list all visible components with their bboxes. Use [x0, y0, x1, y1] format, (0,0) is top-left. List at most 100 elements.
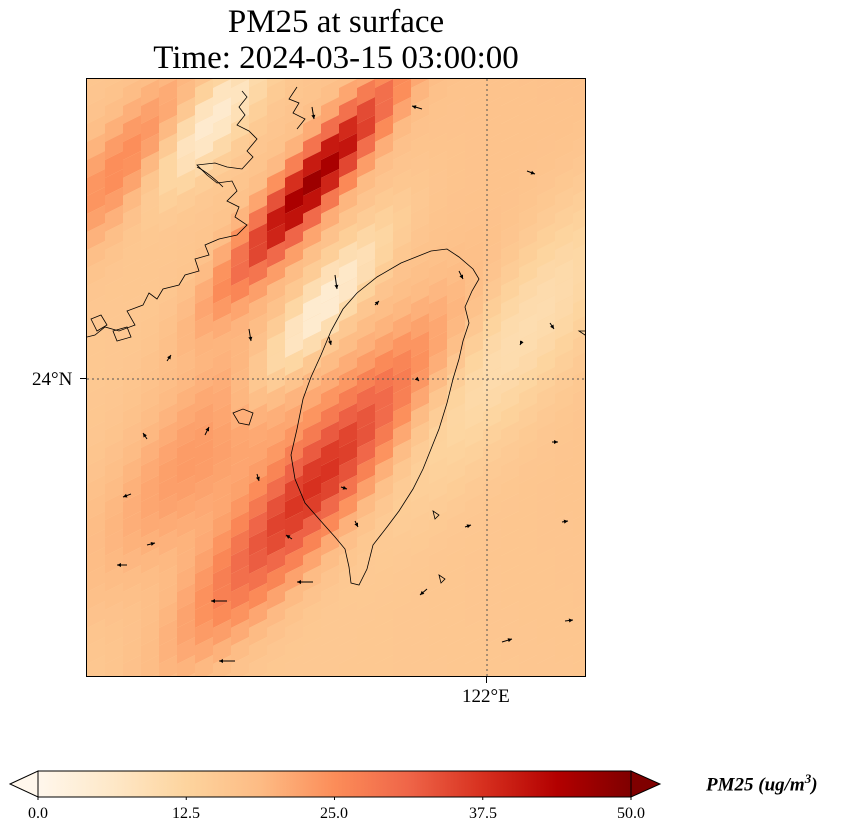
pm25-grid-cell [123, 655, 141, 676]
pm25-grid-cell [315, 673, 321, 676]
pm25-grid-cell [333, 673, 339, 676]
wind-vector-head [150, 542, 155, 546]
pm25-grid-cell [573, 388, 585, 412]
wind-vector-head [143, 433, 147, 438]
pm25-grid-cell [477, 673, 483, 676]
pm25-grid-cell [573, 496, 585, 520]
wind-vector-head [123, 493, 128, 498]
pm25-grid-cell [267, 655, 285, 676]
colorbar-extend-min [8, 770, 39, 798]
china-coastline [87, 90, 258, 338]
map-time: Time: 2024-03-15 03:00:00 [153, 40, 519, 76]
pm25-grid-cell [387, 673, 393, 676]
pm25-grid-cell [573, 262, 585, 286]
pm25-grid-cell [537, 655, 555, 676]
colorbar [8, 770, 662, 800]
pm25-grid-cell [573, 226, 585, 250]
pm25-grid-cell [441, 673, 447, 676]
small-islands [432, 330, 585, 584]
map-title: PM25 at surface [227, 4, 445, 40]
china-islands [90, 166, 254, 426]
wind-vector-head [420, 590, 425, 595]
wind-vector-head [563, 519, 568, 524]
wind-vector-head [412, 105, 417, 110]
pm25-map [87, 79, 585, 676]
wind-vector-head [507, 638, 512, 643]
pm25-grid-cell [243, 673, 249, 676]
pm25-grid-cell [171, 673, 177, 676]
pm25-grid-cell [393, 655, 411, 676]
pm25-grid-cell [573, 190, 585, 214]
colorbar-tick-0: 0.0 [28, 805, 48, 822]
wind-vector-head [328, 340, 332, 345]
pm25-grid-cell [261, 673, 267, 676]
pm25-grid-cell [195, 655, 213, 676]
colorbar-label: PM25 (ug/m3) [706, 771, 818, 796]
pm25-grid-cell [285, 655, 303, 676]
pm25-grid-cell [555, 655, 573, 676]
pm25-grid-cell [423, 673, 429, 676]
pm25-grid-cell [207, 673, 213, 676]
pm25-grid-cell [339, 655, 357, 676]
map-panel [86, 78, 586, 677]
wind-vector-head [568, 618, 573, 623]
pm25-grid-cell [153, 673, 159, 676]
taiwan-coastline [290, 248, 480, 586]
lat-label: 24°N [32, 369, 73, 390]
pm25-grid-cell [213, 655, 231, 676]
pm25-grid-cell [573, 370, 585, 394]
wind-vector-head [342, 485, 347, 490]
pm25-grid-cell [303, 655, 321, 676]
pm25-grid-cell [573, 460, 585, 484]
pm25-grid-cell [573, 208, 585, 232]
pm25-grid-cell [501, 655, 519, 676]
pm25-grid-cell [573, 136, 585, 160]
pm25-grid-cell [279, 673, 285, 676]
pm25-grid-cell [573, 514, 585, 538]
pm25-grid-cell [573, 478, 585, 502]
lon-label: 122°E [462, 686, 510, 707]
pm25-grid-cell [573, 532, 585, 556]
pm25-grid-cell [225, 673, 231, 676]
pm25-grid-cell [519, 655, 537, 676]
lat-tick [80, 378, 86, 379]
china-coastline-north [288, 86, 306, 130]
colorbar-tick-1: 12.5 [172, 805, 200, 822]
pm25-grid-cell [573, 298, 585, 322]
pm25-grid-cell [573, 604, 585, 628]
pm25-grid-cell [159, 655, 177, 676]
pm25-grid-cell [105, 655, 123, 676]
wind-vector-head [459, 274, 463, 279]
colorbar-extend-max [630, 770, 662, 798]
wind-vector-head [520, 340, 524, 345]
pm25-grid-cell [573, 658, 585, 676]
pm25-grid-cell [357, 655, 375, 676]
pm25-grid-cell [573, 352, 585, 376]
wind-vectors [117, 105, 574, 663]
pm25-grid-cell [411, 655, 429, 676]
pm25-grid-cell [99, 673, 105, 676]
pm25-grid-cell [573, 244, 585, 268]
pm25-grid-cell [549, 673, 555, 676]
wind-vector-head [530, 170, 535, 175]
pm25-grid-cell [189, 673, 195, 676]
colorbar-tick-2: 25.0 [320, 805, 348, 822]
wind-vector-head [354, 522, 358, 527]
pm25-grid-cell [249, 655, 267, 676]
pm25-grid-cell [567, 673, 573, 676]
pm25-grid-cell [117, 673, 123, 676]
pm25-grid-cell [573, 586, 585, 610]
wind-vector-head [255, 476, 260, 481]
pm25-grid-cell [573, 550, 585, 574]
wind-vector-head [311, 114, 316, 119]
pm25-grid-cell [573, 640, 585, 664]
pm25-grid-cell [465, 655, 483, 676]
wind-vector-head [167, 355, 171, 360]
pm25-grid-cell [573, 406, 585, 430]
pm25-grid-cell [369, 673, 375, 676]
wind-vector-head [248, 336, 253, 341]
pm25-grid-cell [177, 655, 195, 676]
pm25-grid-cell [297, 673, 303, 676]
pm25-grid-cell [495, 673, 501, 676]
pm25-grid-cell [573, 118, 585, 142]
